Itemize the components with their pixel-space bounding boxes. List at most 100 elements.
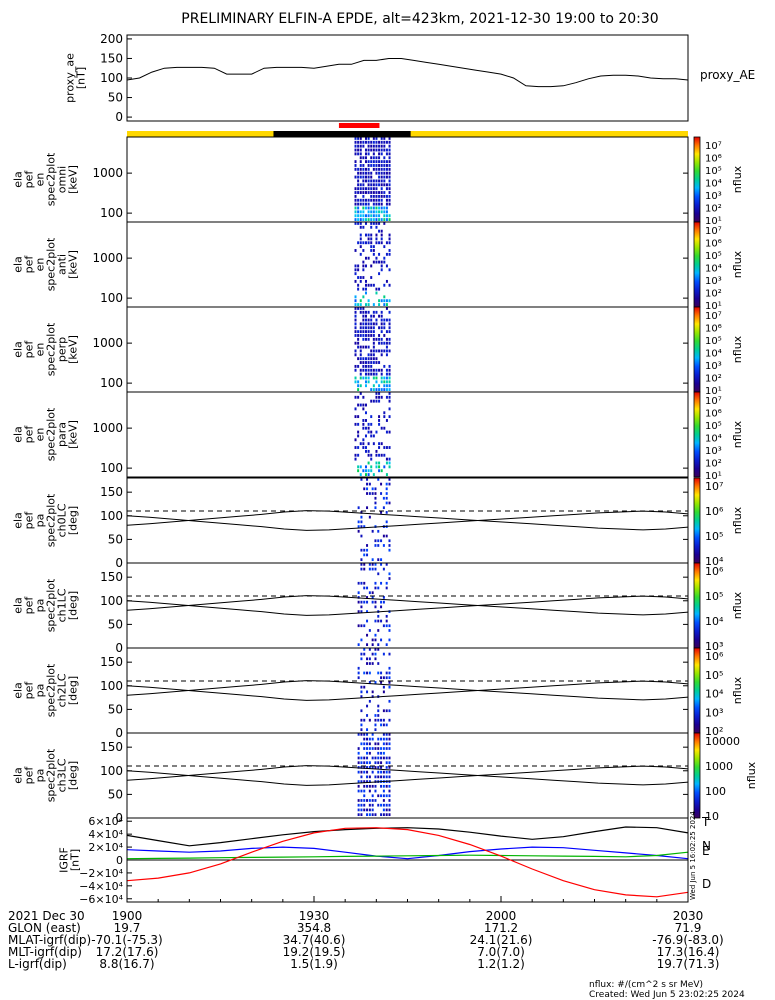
spectrogram-pixel — [388, 341, 391, 345]
pa-pixel — [366, 690, 369, 694]
spectrogram-pixel — [370, 171, 373, 175]
spectrogram-pixel — [370, 237, 373, 241]
spectrogram-pixel — [370, 364, 373, 368]
pa-pixel — [377, 643, 380, 646]
spectrogram-pixel — [383, 144, 386, 148]
spectrogram-pixel — [372, 148, 375, 152]
pa-pixel — [377, 478, 380, 481]
spectrogram-pixel — [362, 469, 365, 473]
row-value: 19.7 — [114, 921, 141, 935]
pa-pixel — [366, 619, 369, 623]
spectrogram-pixel — [362, 175, 365, 179]
pa-pixel — [357, 596, 360, 599]
spectrogram-pixel — [359, 353, 362, 357]
y-tick-label: 100 — [100, 679, 123, 693]
pa-pixel — [380, 558, 383, 561]
spectrogram-pixel — [364, 171, 367, 175]
spectrogram-pixel — [385, 152, 388, 156]
spectrogram-pixel — [354, 453, 357, 457]
pa-pixel — [360, 685, 363, 689]
spectrogram-pixel — [357, 434, 360, 438]
spectrogram-pixel — [380, 268, 383, 272]
spectrogram-pixel — [359, 276, 362, 279]
spectrogram-pixel — [354, 380, 357, 384]
pa-pixel — [366, 784, 369, 788]
spectrogram-pixel — [375, 191, 378, 194]
pa-pixel — [385, 742, 388, 746]
spectrogram-pixel — [367, 334, 370, 337]
colorbar-tick-label: 10⁷ — [705, 141, 722, 152]
spectrogram-pixel — [364, 403, 367, 407]
spectrogram-pixel — [362, 268, 365, 272]
spectrogram-pixel — [380, 426, 383, 430]
spectrogram-pixel — [359, 210, 362, 214]
pa-pixel — [374, 586, 377, 590]
colorbar-tick-label: 10⁴ — [705, 615, 724, 628]
spectrogram-pixel — [375, 376, 378, 380]
spectrogram-pixel — [375, 140, 378, 144]
spectrogram-pixel — [367, 137, 370, 140]
spectrogram-pixel — [383, 411, 386, 415]
spectrogram-pixel — [357, 430, 360, 434]
colorbar-tick-label: 10⁵ — [705, 251, 722, 262]
spectrogram-pixel — [354, 314, 357, 318]
spectrogram-pixel — [354, 164, 357, 167]
spectrogram-pixel — [364, 198, 367, 202]
spectrogram-pixel — [388, 268, 391, 272]
spectrogram-pixel — [367, 442, 370, 446]
spectrogram-pixel — [354, 364, 357, 368]
spectrogram-pixel — [385, 303, 388, 306]
spectrogram-pixel — [362, 225, 365, 229]
spectrogram-pixel — [367, 191, 370, 194]
spectrogram-pixel — [378, 202, 381, 206]
pa-pixel — [371, 690, 374, 694]
pa-pixel — [366, 643, 369, 646]
spectrogram-pixel — [359, 187, 362, 191]
spectrogram-pixel — [370, 399, 373, 403]
spectrogram-pixel — [388, 376, 391, 380]
pa-pixel — [382, 534, 385, 538]
spectrogram-pixel — [367, 461, 370, 465]
colorbar-tick-label: 10⁴ — [705, 179, 722, 190]
spectrogram-pixel — [383, 160, 386, 164]
pa-pixel — [368, 482, 371, 486]
spectrogram-pixel — [372, 156, 375, 160]
pa-pixel — [374, 496, 377, 500]
pa-pixel — [368, 766, 371, 769]
spectrogram-pixel — [354, 303, 357, 306]
pa-pixel — [374, 567, 377, 571]
spectrogram-pixel — [354, 376, 357, 380]
pa-pixel — [388, 666, 391, 670]
pa-pixel — [366, 728, 369, 731]
pa-pixel — [357, 591, 360, 595]
pa-pixel — [374, 657, 377, 661]
pa-pixel — [380, 681, 383, 684]
pa-pixel — [377, 648, 380, 651]
spectrogram-pixel — [388, 388, 391, 391]
spectrogram-pixel — [362, 218, 365, 221]
spectrogram-pixel — [388, 202, 391, 206]
spectrogram-pixel — [383, 194, 386, 198]
spectrogram-pixel — [375, 218, 378, 221]
pa-pixel — [371, 733, 374, 736]
spectrogram-pixel — [372, 198, 375, 202]
spectrogram-pixel — [380, 160, 383, 164]
spectrogram-pixel — [380, 442, 383, 446]
pa-pixel — [385, 482, 388, 486]
spectrogram-pixel — [372, 368, 375, 372]
spectrogram-pixel — [367, 160, 370, 164]
pa-pixel — [374, 775, 377, 779]
pa-pixel — [380, 723, 383, 727]
loss-cone-line — [126, 765, 689, 786]
spectrogram-pixel — [354, 395, 357, 399]
panel-background — [127, 563, 688, 648]
spectrogram-pixel — [367, 198, 370, 202]
spectrogram-pixel — [364, 187, 367, 191]
spectrogram-pixel — [370, 175, 373, 179]
pa-pixel — [377, 572, 380, 576]
colorbar-tick-label: 10³ — [705, 361, 722, 372]
spectrogram-pixel — [378, 167, 381, 171]
spectrogram-pixel — [372, 353, 375, 357]
spectrogram-pixel — [388, 446, 391, 449]
spectrogram-pixel — [375, 214, 378, 218]
